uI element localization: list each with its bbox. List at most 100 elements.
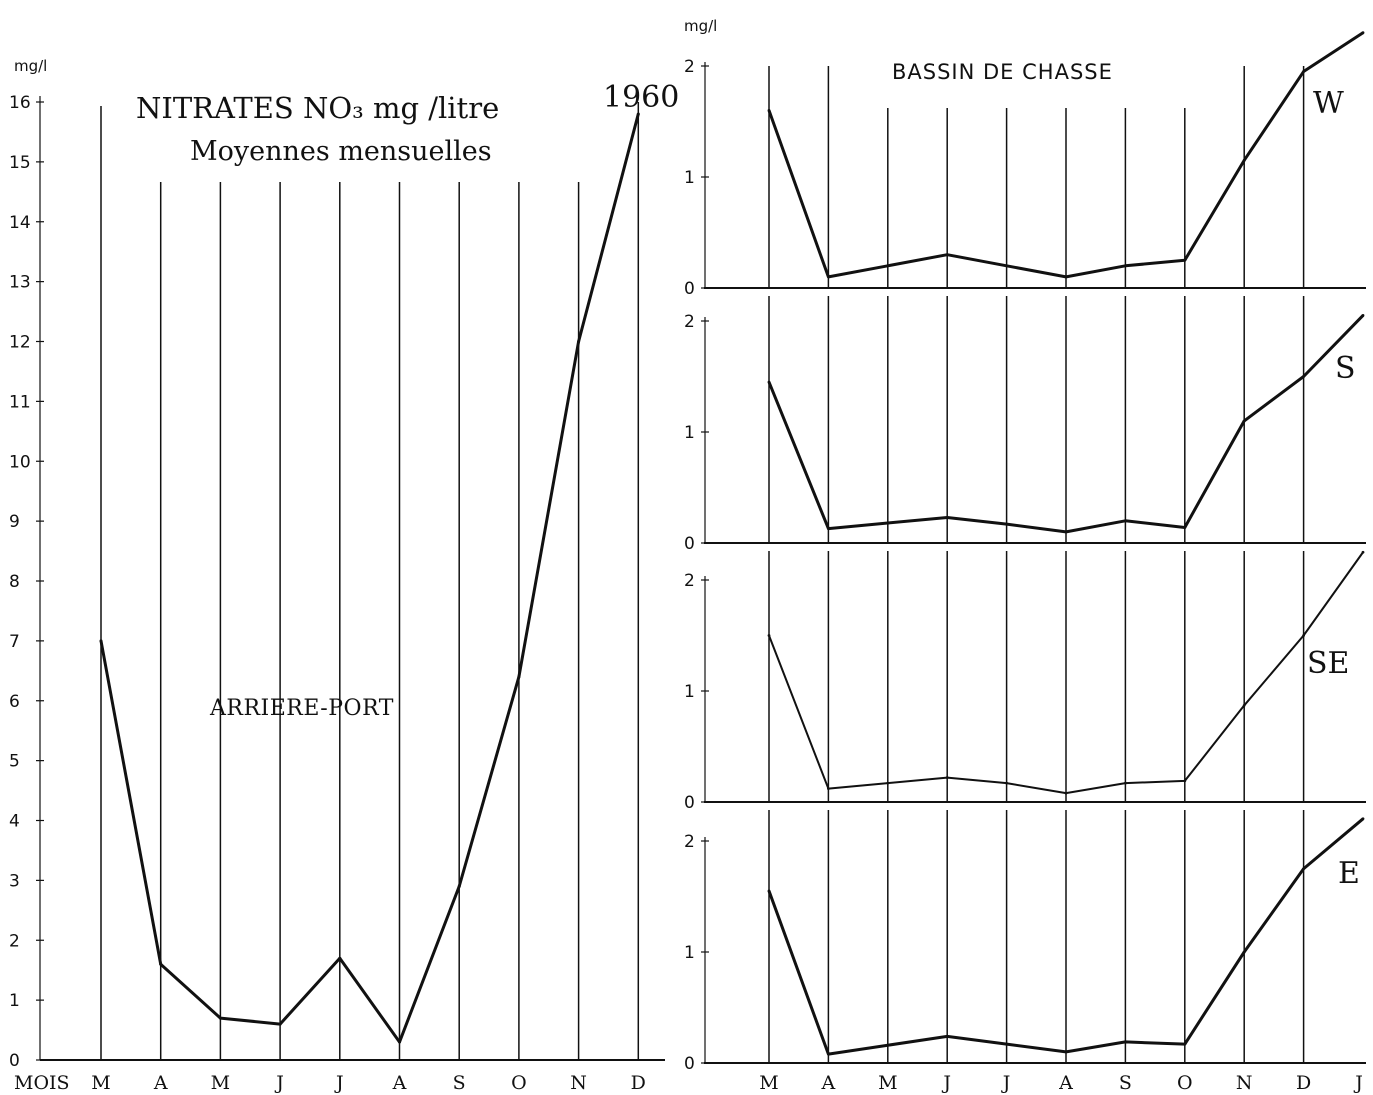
panel-data-point <box>1361 314 1365 317</box>
left-y-tick-label: 5 <box>9 752 20 772</box>
left-y-tick-label: 2 <box>9 931 20 951</box>
panel-label: S <box>1335 351 1356 386</box>
left-y-tick-label: 12 <box>9 333 31 353</box>
right-y-tick-label: 1 <box>684 423 695 443</box>
right-y-tick-label: 0 <box>684 1054 695 1074</box>
left-y-tick-label: 14 <box>9 213 31 233</box>
left-data-point <box>278 1022 282 1026</box>
left-x-tick-label: S <box>453 1072 466 1094</box>
left-annotation: ARRIERE-PORT <box>209 696 394 721</box>
left-x-tick-label: J <box>334 1072 344 1094</box>
panel-data-point <box>767 634 771 637</box>
panel-data-point <box>1302 375 1305 378</box>
left-data-point <box>159 962 163 966</box>
right-y-tick-label: 0 <box>684 279 695 299</box>
panel-data-point <box>1005 264 1008 268</box>
left-x-tick-label: J <box>274 1072 284 1094</box>
panel-data-point <box>1183 526 1187 529</box>
left-series-line <box>99 113 640 1044</box>
left-gridlines <box>39 96 665 1061</box>
panel-data-point <box>1302 634 1305 637</box>
panel-data-point <box>1242 950 1246 954</box>
panel-data-point <box>1361 31 1365 35</box>
panel-data-point <box>767 380 771 384</box>
panel-data-point <box>886 1043 890 1047</box>
panel-data-point <box>945 516 949 519</box>
left-y-tick-label: 13 <box>9 273 31 293</box>
panel-w: 0 1 2 W <box>684 31 1366 299</box>
left-y-tick-label: 7 <box>9 632 20 652</box>
panel-data-point <box>886 264 890 268</box>
panel-label: W <box>1313 86 1344 121</box>
right-x-tick-label: J <box>1353 1072 1363 1094</box>
left-y-tick-label: 11 <box>9 392 31 412</box>
left-series <box>99 112 640 1044</box>
left-year: 1960 <box>603 80 679 115</box>
panel-data-point <box>1242 419 1246 423</box>
panel-data-point <box>1183 1042 1187 1046</box>
left-title: NITRATES NO₃ mg /litre <box>136 91 499 125</box>
right-x-tick-label: A <box>821 1072 836 1094</box>
panel-e: 0 1 2 E <box>684 810 1366 1074</box>
left-y-tick-label: 0 <box>9 1051 20 1071</box>
panel-data-point <box>1124 781 1127 785</box>
left-x-tick-label: M <box>91 1072 110 1094</box>
right-y-tick-label: 2 <box>684 57 695 77</box>
right-y-tick-label: 2 <box>684 832 695 852</box>
right-y-tick-label: 0 <box>684 534 695 554</box>
panel-data-point <box>1064 530 1068 534</box>
panel-data-point <box>1242 704 1246 707</box>
panel-data-point <box>1183 258 1187 262</box>
right-x-tick-label: S <box>1119 1072 1132 1094</box>
panel-data-point <box>767 889 771 893</box>
panel-label: SE <box>1307 646 1349 681</box>
left-x-tick-label: N <box>570 1072 587 1094</box>
right-y-tick-label: 2 <box>684 571 695 591</box>
left-y-tick-label: 1 <box>9 991 20 1011</box>
panel-data-point <box>1005 522 1008 526</box>
left-data-point <box>457 884 461 888</box>
left-data-point <box>218 1016 222 1020</box>
left-y-tick-label: 4 <box>9 812 20 832</box>
arriere-port-chart: mg/l NITRATES NO₃ mg /litre Moyennes men… <box>9 57 679 1094</box>
panel-data-point <box>827 527 830 530</box>
right-y-unit: mg/l <box>684 17 717 35</box>
right-x-tick-label: J <box>1001 1072 1011 1094</box>
left-y-tick-label: 8 <box>9 572 20 592</box>
panel-data-point <box>1124 519 1127 523</box>
panel-data-point <box>1124 1040 1127 1044</box>
panel-data-point <box>1302 70 1305 73</box>
panel-data-point <box>827 1052 830 1056</box>
left-x-tick-label: O <box>511 1072 527 1094</box>
right-title: BASSIN DE CHASSE <box>892 60 1113 84</box>
panel-data-point <box>1064 1050 1068 1054</box>
panel-data-point <box>1005 1042 1008 1046</box>
left-y-tick-label: 15 <box>9 153 31 173</box>
right-x-tick-label: M <box>878 1072 897 1094</box>
left-y-tick-label: 10 <box>9 452 31 472</box>
right-x-tick-label: D <box>1296 1072 1311 1094</box>
right-x-tick-label: J <box>941 1072 951 1094</box>
panel-data-point <box>1064 791 1068 795</box>
bassin-de-chasse-chart: mg/l BASSIN DE CHASSE 012W012S012SE012E … <box>684 17 1366 1094</box>
left-x-label: MOIS <box>14 1072 70 1094</box>
left-y-tick-label: 3 <box>9 871 20 891</box>
panel-data-point <box>1183 779 1187 783</box>
panel-s: 0 1 2 S <box>684 296 1366 554</box>
panel-data-point <box>886 521 890 525</box>
right-panels: 0 1 2 W 0 1 2 S 0 1 2 SE 0 1 2 E <box>684 31 1366 1074</box>
panel-se: 0 1 2 SE <box>684 550 1366 813</box>
left-x-tick-label: A <box>153 1072 168 1094</box>
right-y-tick-label: 0 <box>684 793 695 813</box>
left-data-point <box>99 639 103 643</box>
right-y-tick-label: 2 <box>684 312 695 332</box>
left-x-tick-label: D <box>631 1072 646 1094</box>
left-data-point <box>398 1040 401 1044</box>
panel-data-point <box>886 781 890 785</box>
panel-data-point <box>1302 867 1305 871</box>
left-y-tick-label: 16 <box>9 93 31 113</box>
